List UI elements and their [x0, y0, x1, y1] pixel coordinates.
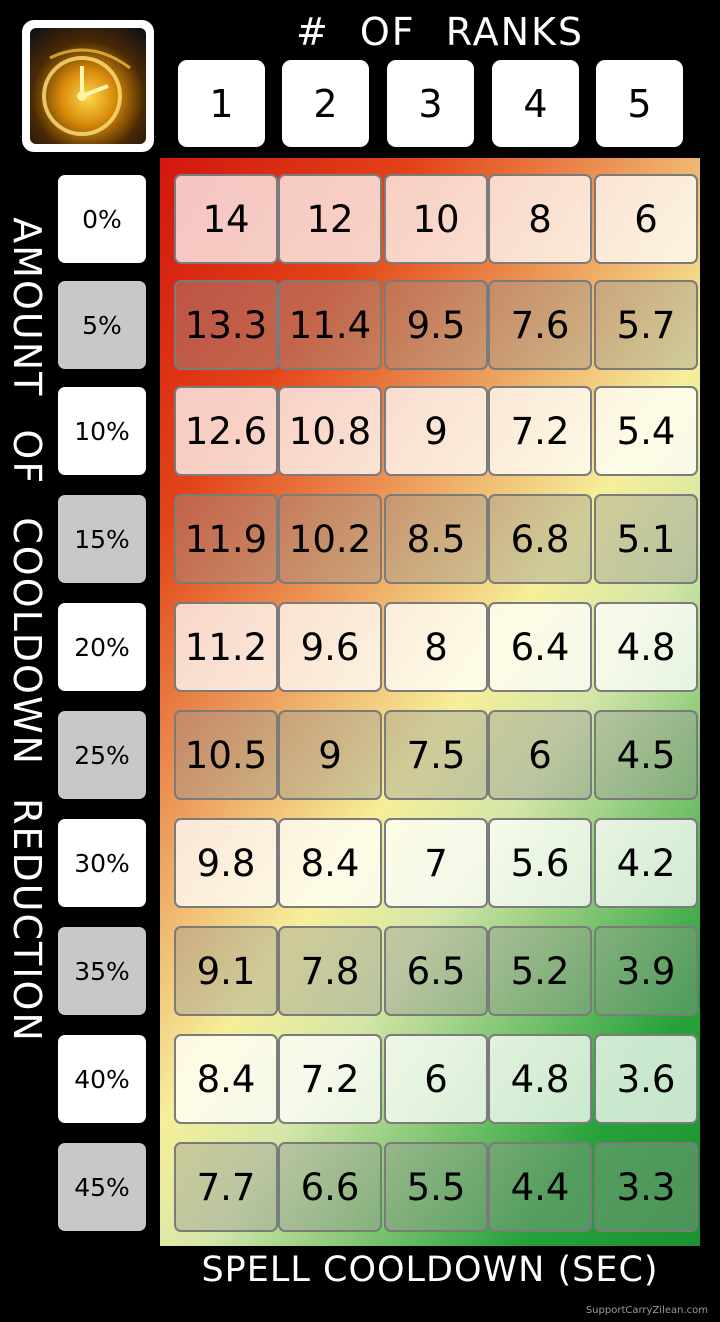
cooldown-cell: 6.8	[488, 494, 592, 584]
cooldown-cell: 7.8	[278, 926, 382, 1016]
cooldown-cell: 12	[278, 174, 382, 264]
cooldown-cell: 7.2	[488, 386, 592, 476]
cooldown-cell: 7	[384, 818, 488, 908]
cooldown-cell: 10.5	[174, 710, 278, 800]
cooldown-cell: 7.5	[384, 710, 488, 800]
reduction-label: 10%	[58, 387, 146, 475]
cooldown-cell: 4.8	[488, 1034, 592, 1124]
cooldown-cell: 10	[384, 174, 488, 264]
cooldown-cell: 6.5	[384, 926, 488, 1016]
reduction-label: 20%	[58, 603, 146, 691]
reduction-label: 35%	[58, 927, 146, 1015]
cooldown-cell: 11.9	[174, 494, 278, 584]
cooldown-cell: 5.5	[384, 1142, 488, 1232]
rank-header-2: 2	[282, 60, 369, 147]
reduction-label: 40%	[58, 1035, 146, 1123]
cooldown-cell: 13.3	[174, 280, 278, 370]
cooldown-cell: 11.4	[278, 280, 382, 370]
chart-title: # OF RANKS	[295, 10, 585, 54]
cooldown-cell: 5.4	[594, 386, 698, 476]
cooldown-cell: 8	[488, 174, 592, 264]
cooldown-cell: 7.7	[174, 1142, 278, 1232]
reduction-label: 5%	[58, 281, 146, 369]
cooldown-cell: 9	[278, 710, 382, 800]
cooldown-cell: 9.5	[384, 280, 488, 370]
y-axis-label: AMOUNT OF COOLDOWN REDUCTION	[5, 217, 49, 1043]
cooldown-cell: 9	[384, 386, 488, 476]
watermark: SupportCarryZilean.com	[585, 1305, 708, 1316]
cooldown-cell: 8.5	[384, 494, 488, 584]
reduction-label: 45%	[58, 1143, 146, 1231]
reduction-label: 25%	[58, 711, 146, 799]
cooldown-cell: 9.1	[174, 926, 278, 1016]
reduction-label: 0%	[58, 175, 146, 263]
cooldown-cell: 10.8	[278, 386, 382, 476]
cooldown-cell: 12.6	[174, 386, 278, 476]
cooldown-cell: 8.4	[278, 818, 382, 908]
cooldown-cell: 3.6	[594, 1034, 698, 1124]
reduction-label: 15%	[58, 495, 146, 583]
ability-icon-frame	[22, 20, 154, 152]
cooldown-cell: 3.3	[594, 1142, 698, 1232]
cooldown-cell: 14	[174, 174, 278, 264]
x-axis-label: SPELL COOLDOWN (SEC)	[201, 1250, 659, 1290]
cooldown-cell: 9.6	[278, 602, 382, 692]
clock-ability-icon	[30, 28, 146, 144]
cooldown-cell: 6	[488, 710, 592, 800]
rank-header-3: 3	[387, 60, 474, 147]
rank-header-5: 5	[596, 60, 683, 147]
cooldown-cell: 9.8	[174, 818, 278, 908]
cooldown-cell: 8.4	[174, 1034, 278, 1124]
cooldown-cell: 7.2	[278, 1034, 382, 1124]
cooldown-cell: 7.6	[488, 280, 592, 370]
cooldown-cell: 6.6	[278, 1142, 382, 1232]
cooldown-cell: 11.2	[174, 602, 278, 692]
cooldown-cell: 8	[384, 602, 488, 692]
cooldown-cell: 6	[384, 1034, 488, 1124]
cooldown-cell: 4.8	[594, 602, 698, 692]
cooldown-cell: 6.4	[488, 602, 592, 692]
y-axis-label-wrap: AMOUNT OF COOLDOWN REDUCTION	[0, 217, 54, 1043]
cooldown-cell: 10.2	[278, 494, 382, 584]
cooldown-cell: 5.1	[594, 494, 698, 584]
cooldown-cell: 4.4	[488, 1142, 592, 1232]
cooldown-cell: 4.5	[594, 710, 698, 800]
cooldown-cell: 4.2	[594, 818, 698, 908]
reduction-label: 30%	[58, 819, 146, 907]
cooldown-cell: 5.2	[488, 926, 592, 1016]
cooldown-cell: 5.6	[488, 818, 592, 908]
cooldown-cell: 6	[594, 174, 698, 264]
rank-header-4: 4	[492, 60, 579, 147]
cooldown-cell: 3.9	[594, 926, 698, 1016]
cooldown-cell: 5.7	[594, 280, 698, 370]
rank-header-1: 1	[178, 60, 265, 147]
